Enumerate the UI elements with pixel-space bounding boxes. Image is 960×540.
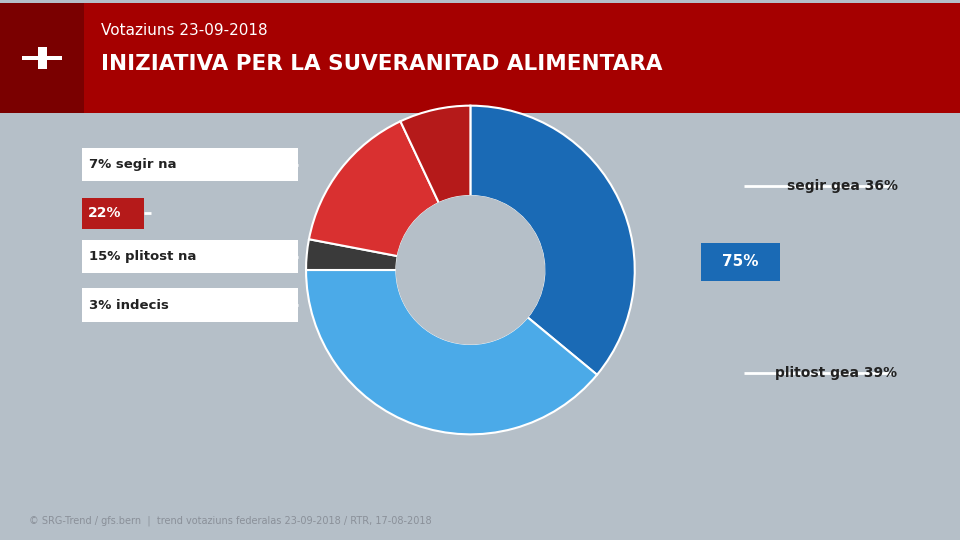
Wedge shape <box>309 122 439 256</box>
Text: plitost gea 39%: plitost gea 39% <box>776 366 898 380</box>
Text: 15% plitost na: 15% plitost na <box>89 250 197 263</box>
Text: INIZIATIVA PER LA SUVERANITAD ALIMENTARA: INIZIATIVA PER LA SUVERANITAD ALIMENTARA <box>101 54 662 74</box>
Bar <box>38 46 46 69</box>
Wedge shape <box>470 106 635 375</box>
Wedge shape <box>400 106 470 203</box>
Bar <box>82 240 298 273</box>
Bar <box>22 56 62 60</box>
Bar <box>701 243 780 281</box>
Bar <box>0 3 84 113</box>
Bar <box>82 148 298 181</box>
Text: 3% indecis: 3% indecis <box>89 299 169 312</box>
Wedge shape <box>306 239 397 270</box>
Wedge shape <box>306 270 597 434</box>
Text: 22%: 22% <box>88 206 122 220</box>
Text: 7% segir na: 7% segir na <box>89 158 177 171</box>
Bar <box>0 3 960 113</box>
Text: segir gea 36%: segir gea 36% <box>786 179 898 193</box>
Text: 75%: 75% <box>722 254 758 269</box>
Text: Votaziuns 23-09-2018: Votaziuns 23-09-2018 <box>101 23 268 38</box>
Text: © SRG-Trend / gfs.bern  |  trend votaziuns federalas 23-09-2018 / RTR, 17-08-201: © SRG-Trend / gfs.bern | trend votaziuns… <box>29 516 431 526</box>
Bar <box>82 198 144 229</box>
Circle shape <box>396 196 544 344</box>
Bar <box>82 288 298 322</box>
